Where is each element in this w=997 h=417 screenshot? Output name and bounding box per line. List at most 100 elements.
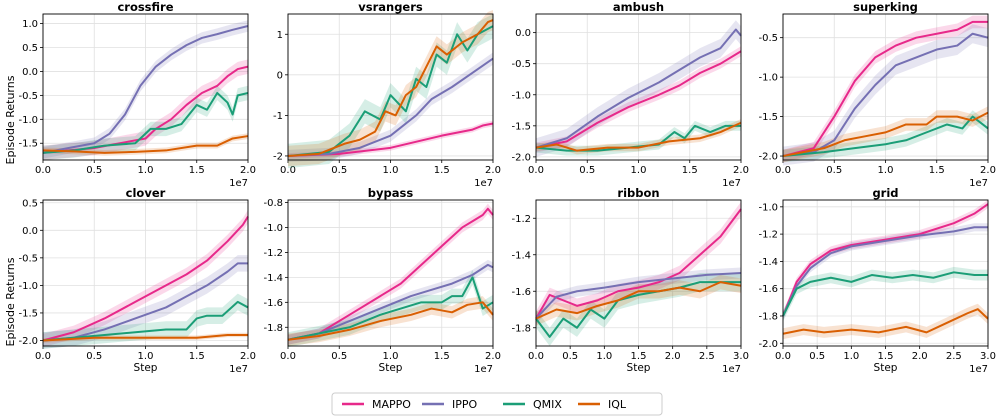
band-ippo xyxy=(43,20,248,159)
legend: MAPPO IPPO QMIX IQL xyxy=(331,392,663,416)
band-qmix xyxy=(288,269,493,348)
y-tick-label: -1.0 xyxy=(511,90,531,101)
y-tick-label: 0.5 xyxy=(22,43,38,54)
chart-title: ambush xyxy=(613,0,664,14)
y-tick-label: 0.0 xyxy=(515,28,531,39)
x-tick-label: 1.5 xyxy=(631,351,647,362)
x-tick-label: 1.5 xyxy=(434,351,450,362)
band-mappo xyxy=(783,200,988,321)
y-tick-label: -2 xyxy=(273,151,283,162)
panel-bypass: 0.0 0.5 1.0 1.5 2.0 -1.8 -1.6 -1.4 -1.2 -1.0 -0.8 b… xyxy=(263,186,500,375)
panel-clover: 0.0 0.5 1.0 1.5 2.0 -2.0 -1.5 -1.0 -0.5 0.0 0.5 clo… xyxy=(18,186,255,375)
plot-frame xyxy=(782,13,989,161)
y-tick-label: -0.5 xyxy=(18,253,38,264)
panels: 0.0 0.5 1.0 1.5 2.0 -1.5 -1.0 -0.5 0.0 0.5 1.0 cros… xyxy=(18,0,995,375)
x-tick-label: 1.0 xyxy=(878,165,894,176)
panel-superking: 0.0 0.5 1.0 1.5 2.0 -2.0 -1.5 -1.0 -0.5 superking… xyxy=(758,0,995,189)
x-tick-label: 1.0 xyxy=(843,351,859,362)
series-line-ippo xyxy=(535,28,742,149)
x-axis-label: Step xyxy=(134,362,158,374)
x-axis-label: Step xyxy=(627,362,651,374)
x-tick-label: 1.0 xyxy=(631,165,647,176)
band-qmix xyxy=(783,110,988,163)
x-tick-label: 0.5 xyxy=(826,165,842,176)
y-tick-label: -1.5 xyxy=(511,121,531,132)
x-tick-label: 1.0 xyxy=(383,351,399,362)
x-scale-offset: 1e7 xyxy=(474,364,493,375)
band-iql xyxy=(783,106,988,163)
y-tick-label: -1.6 xyxy=(758,284,778,295)
x-scale-offset: 1e7 xyxy=(722,178,741,189)
x-axis-label: Step xyxy=(379,362,403,374)
x-tick-label: 2.0 xyxy=(240,165,256,176)
y-tick-label: 0 xyxy=(277,70,283,81)
y-tick-label: -1.0 xyxy=(18,281,38,292)
y-tick-label: -2.0 xyxy=(758,339,778,350)
plot-frame xyxy=(535,13,742,161)
chart-title: vsrangers xyxy=(358,0,423,14)
y-tick-label: 0.0 xyxy=(22,226,38,237)
series-line-ippo xyxy=(782,32,989,158)
series-line-iql xyxy=(42,333,248,342)
band-qmix xyxy=(536,273,741,346)
series-line-iql xyxy=(782,308,989,335)
series-line-qmix xyxy=(42,300,249,342)
panel-vsrangers: 0.0 0.5 1.0 1.5 2.0 -2 -1 0 1 vsrangers 1e7 xyxy=(273,0,501,189)
chart-title: clover xyxy=(126,186,166,200)
x-tick-label: 2.0 xyxy=(485,165,501,176)
y-tick-label: -0.5 xyxy=(18,91,38,102)
x-scale-offset: 1e7 xyxy=(969,364,988,375)
plot-frame xyxy=(535,199,742,347)
y-tick-label: -1.4 xyxy=(263,273,283,284)
y-tick-label: -1.8 xyxy=(263,323,283,334)
y-tick-label: -2.0 xyxy=(18,336,38,347)
x-scale-offset: 1e7 xyxy=(722,364,741,375)
legend-label-qmix: QMIX xyxy=(533,398,562,411)
x-tick-label: 0.0 xyxy=(35,165,51,176)
x-tick-label: 0.5 xyxy=(86,165,102,176)
panel-grid: 0.0 0.5 1.0 1.5 2.0 2.5 3.0 -2.0 -1.8 -1.6 -1.4 -1.… xyxy=(758,186,995,375)
series-line-ippo xyxy=(42,24,249,154)
plot-frame xyxy=(287,199,494,347)
x-tick-label: 0.5 xyxy=(809,351,825,362)
y-tick-label: -1.0 xyxy=(18,115,38,126)
panel-ambush: 0.0 0.5 1.0 1.5 2.0 -2.0 -1.5 -1.0 -0.5 0.0 ambush… xyxy=(511,0,748,189)
band-iql xyxy=(288,296,493,346)
x-tick-label: 0.0 xyxy=(528,351,544,362)
x-tick-label: 2.0 xyxy=(665,351,681,362)
x-scale-offset: 1e7 xyxy=(229,178,248,189)
x-tick-label: 0.0 xyxy=(35,351,51,362)
y-axis-label-row1: Episode Returns xyxy=(4,75,17,164)
chart-title: superking xyxy=(853,0,918,14)
series-line-ippo xyxy=(535,272,742,320)
y-tick-label: -0.5 xyxy=(511,59,531,70)
plot-frame xyxy=(42,13,249,161)
x-tick-label: 0.5 xyxy=(86,351,102,362)
x-tick-label: 2.5 xyxy=(946,351,962,362)
y-tick-label: -1.8 xyxy=(758,311,778,322)
x-tick-label: 0.5 xyxy=(331,351,347,362)
y-tick-label: -1.5 xyxy=(18,308,38,319)
plot-frame xyxy=(42,199,249,347)
legend-label-iql: IQL xyxy=(608,398,627,411)
series-line-mappo xyxy=(782,203,989,317)
x-tick-label: 2.0 xyxy=(240,351,256,362)
x-tick-label: 1.0 xyxy=(138,165,154,176)
series-line-ippo xyxy=(287,57,494,157)
x-tick-label: 0.5 xyxy=(331,165,347,176)
band-ippo xyxy=(288,259,493,345)
x-tick-label: 1.5 xyxy=(189,165,205,176)
y-tick-label: -1.5 xyxy=(18,139,38,150)
series-line-iql xyxy=(287,19,494,157)
y-tick-label: -1.0 xyxy=(758,202,778,213)
series-line-iql xyxy=(535,121,742,152)
x-tick-label: 1.5 xyxy=(682,165,698,176)
series-line-mappo xyxy=(42,216,249,342)
series-line-qmix xyxy=(42,91,249,154)
series-line-iql xyxy=(42,135,249,154)
band-mappo xyxy=(536,46,741,153)
chart-title: ribbon xyxy=(617,186,659,200)
x-scale-offset: 1e7 xyxy=(969,178,988,189)
plot-frame xyxy=(287,13,494,161)
